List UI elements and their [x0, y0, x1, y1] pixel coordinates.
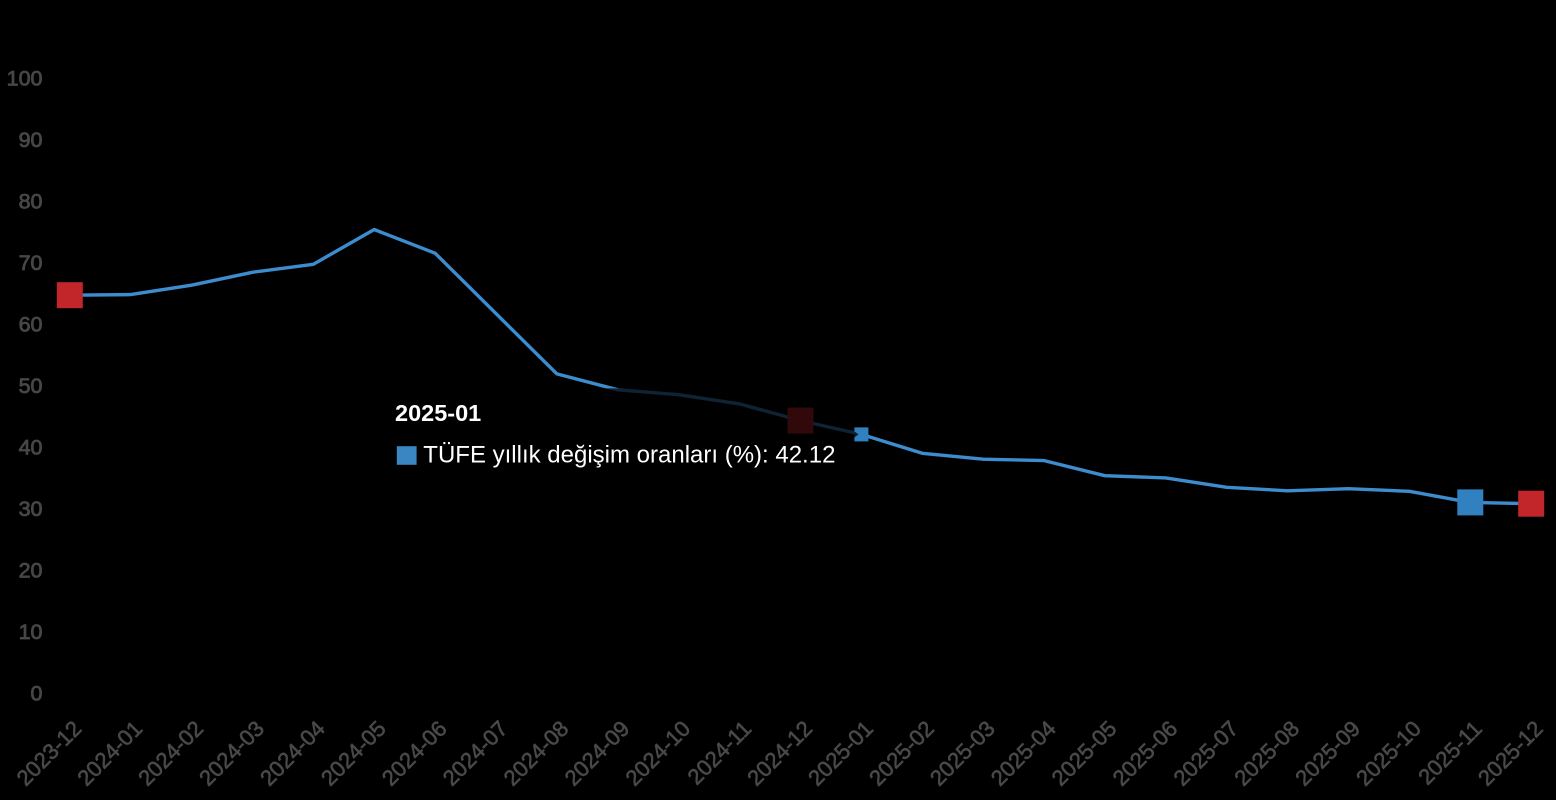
- svg-text:2025-01: 2025-01: [395, 400, 481, 426]
- svg-text:40: 40: [19, 435, 43, 459]
- svg-text:100: 100: [7, 67, 43, 91]
- svg-text:20: 20: [19, 558, 43, 582]
- svg-text:30: 30: [19, 497, 43, 521]
- svg-text:80: 80: [19, 190, 43, 214]
- svg-text:10: 10: [19, 620, 43, 644]
- svg-text:60: 60: [19, 313, 43, 337]
- svg-text:50: 50: [19, 374, 43, 398]
- svg-text:90: 90: [19, 128, 43, 152]
- svg-text:TÜFE yıllık değişim oranları (: TÜFE yıllık değişim oranları (%): 42.12: [423, 442, 835, 469]
- svg-text:0: 0: [31, 681, 43, 705]
- svg-text:70: 70: [19, 251, 43, 275]
